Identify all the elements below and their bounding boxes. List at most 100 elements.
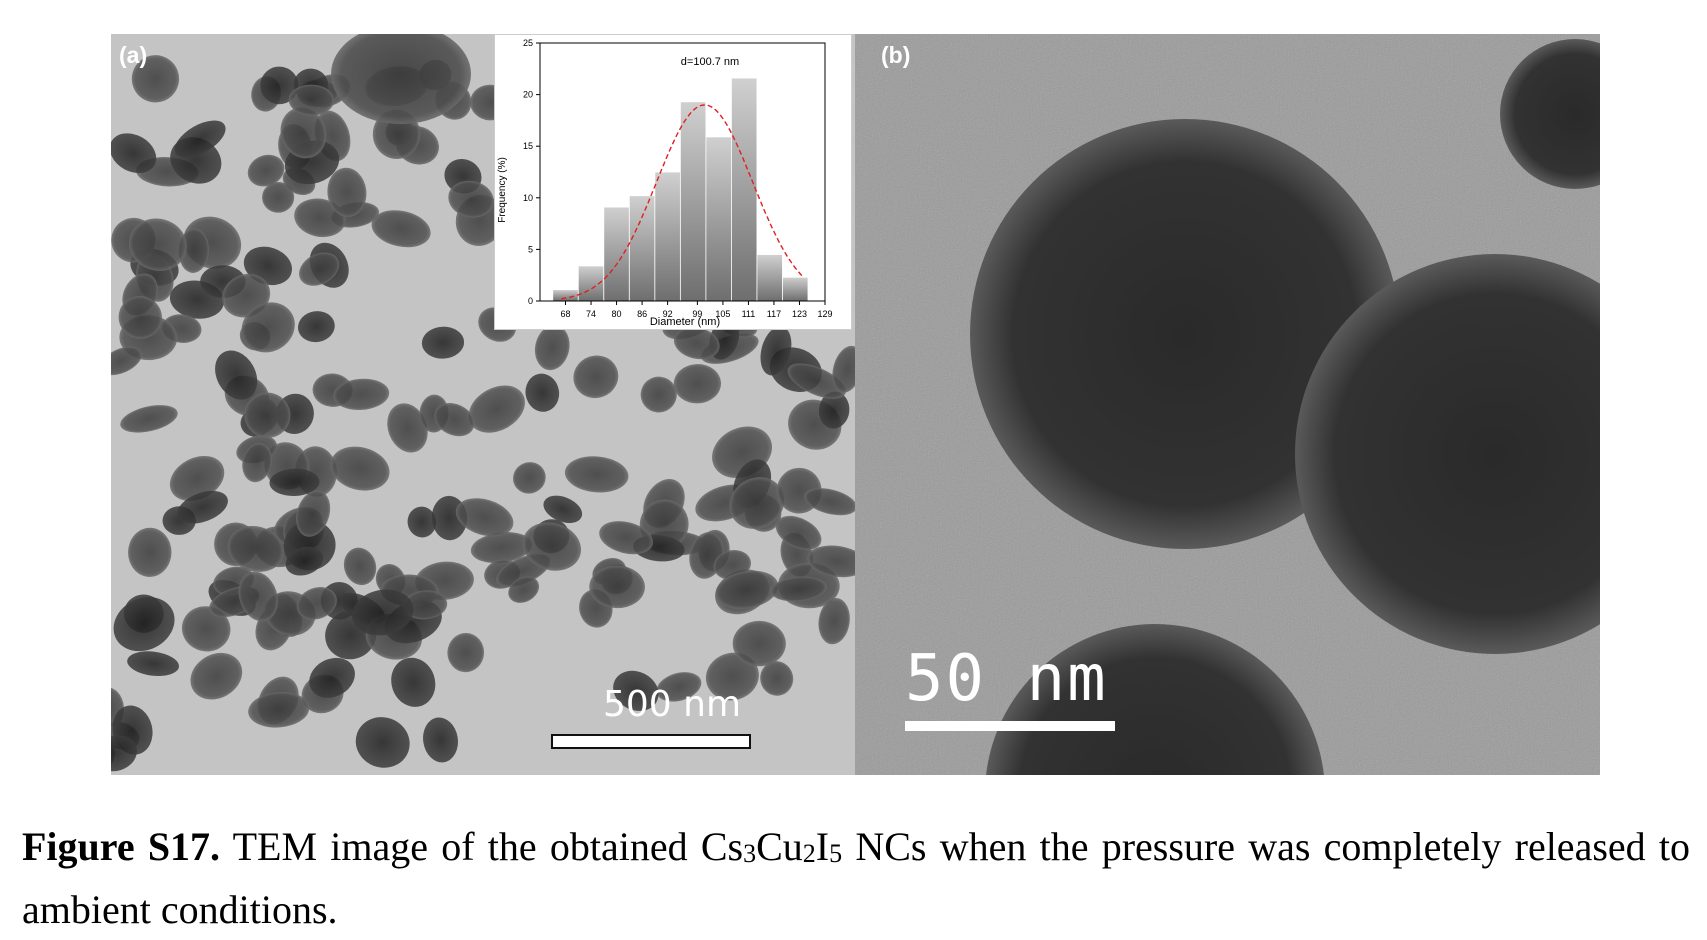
nanocrystal-particle <box>807 545 855 578</box>
nanocrystal-particle <box>120 405 178 433</box>
tem-image-b-particles <box>855 34 1600 775</box>
nanocrystal-particle <box>242 442 272 483</box>
nanocrystal-particle <box>280 107 327 159</box>
nanocrystal-particle <box>330 446 390 491</box>
nanocrystal-particle <box>248 692 310 728</box>
nanocrystal-particle <box>715 570 779 609</box>
nanocrystal-particle <box>470 532 533 564</box>
nanocrystal-particle <box>262 181 295 213</box>
caption-sub-3: 5 <box>829 839 843 868</box>
nanocrystal-particle-large <box>1500 39 1600 189</box>
panel-b-label: (b) <box>881 42 911 68</box>
nanocrystal-particle <box>247 154 285 187</box>
nanocrystal-particle <box>118 295 163 339</box>
y-tick-label: 10 <box>523 193 533 203</box>
nanocrystal-particle <box>128 218 187 271</box>
nanocrystal-particle <box>355 717 410 768</box>
gaussian-fit-curve <box>561 104 805 300</box>
histogram-annotation: d=100.7 nm <box>681 56 739 68</box>
nanocrystal-particle <box>169 455 225 501</box>
x-tick-label: 74 <box>586 309 596 319</box>
histogram-bar <box>705 136 732 302</box>
nanocrystal-particle <box>181 606 231 652</box>
nanocrystal-particle <box>299 252 340 286</box>
nanocrystal-particle <box>447 632 485 673</box>
nanocrystal-particle <box>613 670 659 711</box>
histogram-bar <box>654 171 681 302</box>
nanocrystal-particle <box>818 598 850 645</box>
figure-caption: Figure S17. TEM image of the obtained Cs… <box>22 818 1690 939</box>
y-tick-label: 5 <box>528 244 533 254</box>
nanocrystal-particle <box>512 462 546 494</box>
scale-bar-a-label: 500 nm <box>602 684 742 725</box>
nanocrystal-particle <box>423 717 458 763</box>
x-tick-label: 105 <box>715 309 730 319</box>
nanocrystal-particle <box>260 66 299 105</box>
histogram-svg: d=100.7 nm Diameter (nm) Frequency (%) 6… <box>497 38 833 328</box>
nanocrystal-particle <box>775 515 822 550</box>
nanocrystal-particle <box>522 522 582 571</box>
nanocrystal-particle <box>174 120 226 158</box>
nanocrystal-particle <box>525 373 560 412</box>
x-tick-label: 129 <box>817 309 832 319</box>
x-tick-label: 111 <box>742 309 756 319</box>
nanocrystal-particle <box>573 355 619 399</box>
nanocrystal-particle <box>127 651 179 677</box>
nanocrystal-particle <box>178 228 209 273</box>
nanocrystal-particle <box>131 55 180 103</box>
nanocrystal-particle <box>190 652 243 700</box>
x-tick-label: 86 <box>637 309 647 319</box>
y-tick-label: 25 <box>523 38 533 48</box>
nanocrystal-particle <box>787 363 846 399</box>
nanocrystal-particle <box>351 589 414 636</box>
histogram-bar <box>679 101 707 302</box>
nanocrystal-particle <box>468 385 525 433</box>
nanocrystal-particle <box>269 468 320 497</box>
nanocrystal-particle <box>403 590 448 620</box>
figure: (a) 500 nm d=100.7 nm Diameter (nm) Freq… <box>111 34 1600 775</box>
nanocrystal-particle <box>564 456 629 493</box>
nanocrystal-particle <box>343 547 377 586</box>
nanocrystal-particle <box>508 576 540 603</box>
nanocrystal-particle <box>111 735 138 772</box>
caption-figure-label: Figure S17. <box>22 824 221 869</box>
nanocrystal-particle-large <box>970 119 1400 549</box>
nanocrystal-particle <box>640 376 677 413</box>
nanocrystal-particle <box>455 498 514 537</box>
nanocrystal-particle <box>770 576 827 602</box>
nanocrystal-particle <box>288 84 335 116</box>
nanocrystal-particle <box>371 210 431 248</box>
nanocrystal-particle <box>804 488 855 516</box>
x-tick-label: 92 <box>663 309 673 319</box>
nanocrystal-particle <box>421 326 465 359</box>
nanocrystal-particle <box>285 546 324 576</box>
nanocrystal-particle <box>407 506 437 538</box>
nanocrystal-particle <box>832 345 855 393</box>
y-tick-label: 0 <box>528 296 533 306</box>
caption-text-4: NCs when the pressure was completely rel… <box>22 824 1690 932</box>
y-tick-label: 20 <box>523 90 533 100</box>
nanocrystal-particle <box>599 521 653 555</box>
nanocrystal-particle <box>705 652 759 701</box>
nanocrystal-particle <box>296 490 331 537</box>
caption-sub-2: 2 <box>802 839 816 868</box>
nanocrystal-particle-large <box>1295 254 1600 654</box>
nanocrystal-particle <box>673 326 720 360</box>
histogram-bar <box>782 276 809 302</box>
histogram-y-axis-label: Frequency (%) <box>497 157 508 223</box>
histogram-bar <box>552 289 579 302</box>
nanocrystal-particle <box>244 392 291 438</box>
caption-text-1: TEM image of the obtained Cs <box>220 824 744 869</box>
scale-bar-b-label: 50 nm <box>905 642 1108 716</box>
nanocrystal-particle <box>296 587 337 620</box>
x-tick-label: 99 <box>692 309 702 319</box>
histogram-bar <box>603 206 630 302</box>
nanocrystal-particle <box>391 657 436 707</box>
nanocrystal-particle <box>238 571 278 622</box>
nanocrystal-particle <box>297 311 335 343</box>
x-tick-label: 68 <box>561 309 571 319</box>
scale-bar-b <box>905 721 1115 731</box>
nanocrystal-particle <box>241 302 295 353</box>
nanocrystal-particle <box>227 525 284 572</box>
nanocrystal-particle <box>760 661 794 696</box>
